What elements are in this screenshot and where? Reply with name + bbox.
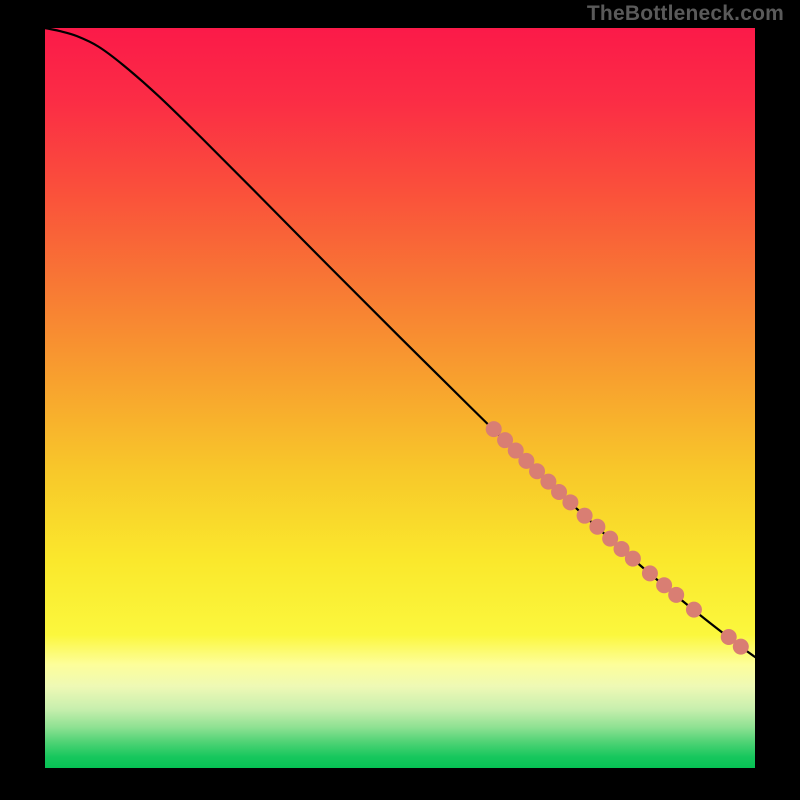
chart-frame: TheBottleneck.com: [0, 0, 800, 800]
data-marker: [625, 551, 641, 567]
data-marker: [668, 587, 684, 603]
attribution-label: TheBottleneck.com: [587, 2, 784, 26]
gradient-plot-area: [45, 28, 755, 768]
data-marker: [589, 519, 605, 535]
data-marker: [562, 494, 578, 510]
bottleneck-chart: [0, 0, 800, 800]
data-marker: [733, 639, 749, 655]
data-marker: [577, 508, 593, 524]
data-marker: [686, 602, 702, 618]
data-marker: [642, 565, 658, 581]
